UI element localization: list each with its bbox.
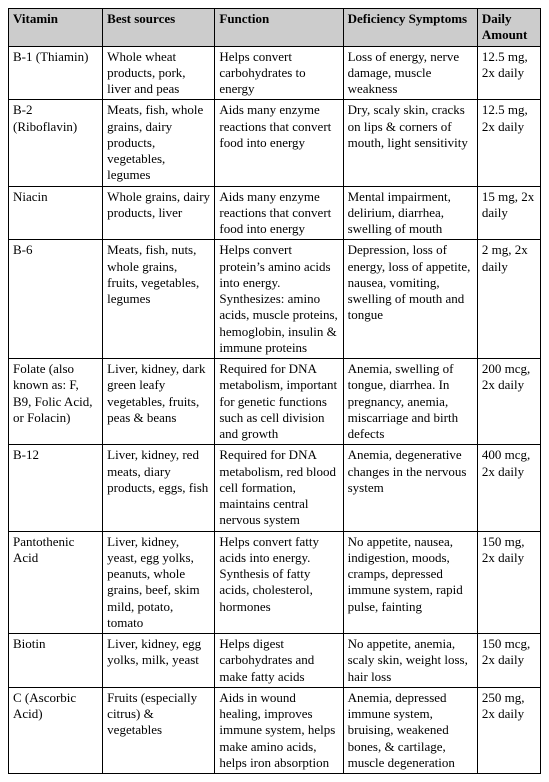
cell-function: Helps convert protein’s amino acids into… (215, 240, 343, 359)
cell-vitamin: B-12 (9, 445, 103, 531)
cell-daily: 400 mcg, 2x daily (477, 445, 540, 531)
cell-function: Required for DNA metabolism, important f… (215, 359, 343, 445)
cell-daily: 250 mg, 2x daily (477, 687, 540, 773)
cell-daily: 15 mg, 2x daily (477, 186, 540, 240)
cell-deficiency: No appetite, nausea, indigestion, moods,… (343, 531, 477, 634)
cell-function: Aids in wound healing, improves immune s… (215, 687, 343, 773)
cell-deficiency: Loss of energy, nerve damage, muscle wea… (343, 46, 477, 100)
cell-sources: Meats, fish, whole grains, dairy product… (103, 100, 215, 186)
column-header: Daily Amount (477, 9, 540, 47)
table-row: BiotinLiver, kidney, egg yolks, milk, ye… (9, 634, 541, 688)
cell-sources: Whole wheat products, pork, liver and pe… (103, 46, 215, 100)
cell-vitamin: C (Ascorbic Acid) (9, 687, 103, 773)
cell-vitamin: B-6 (9, 240, 103, 359)
table-body: B-1 (Thiamin)Whole wheat products, pork,… (9, 46, 541, 774)
cell-daily: 12.5 mg, 2x daily (477, 100, 540, 186)
cell-function: Helps convert fatty acids into energy. S… (215, 531, 343, 634)
cell-vitamin: Biotin (9, 634, 103, 688)
cell-deficiency: Mental impairment, delirium, diarrhea, s… (343, 186, 477, 240)
column-header: Best sources (103, 9, 215, 47)
vitamin-table: VitaminBest sourcesFunctionDeficiency Sy… (8, 8, 541, 774)
cell-deficiency: Anemia, depressed immune system, bruisin… (343, 687, 477, 773)
cell-function: Aids many enzyme reactions that convert … (215, 186, 343, 240)
cell-vitamin: B-1 (Thiamin) (9, 46, 103, 100)
cell-daily: 200 mcg, 2x daily (477, 359, 540, 445)
cell-sources: Meats, fish, nuts, whole grains, fruits,… (103, 240, 215, 359)
cell-deficiency: Anemia, swelling of tongue, diarrhea. In… (343, 359, 477, 445)
cell-daily: 2 mg, 2x daily (477, 240, 540, 359)
column-header: Function (215, 9, 343, 47)
table-row: B-2 (Riboflavin)Meats, fish, whole grain… (9, 100, 541, 186)
cell-sources: Fruits (especially citrus) & vegetables (103, 687, 215, 773)
cell-deficiency: Dry, scaly skin, cracks on lips & corner… (343, 100, 477, 186)
cell-daily: 12.5 mg, 2x daily (477, 46, 540, 100)
table-header: VitaminBest sourcesFunctionDeficiency Sy… (9, 9, 541, 47)
table-row: C (Ascorbic Acid)Fruits (especially citr… (9, 687, 541, 773)
column-header: Vitamin (9, 9, 103, 47)
table-row: B-12Liver, kidney, red meats, diary prod… (9, 445, 541, 531)
cell-sources: Liver, kidney, red meats, diary products… (103, 445, 215, 531)
column-header: Deficiency Symptoms (343, 9, 477, 47)
table-row: B-6Meats, fish, nuts, whole grains, frui… (9, 240, 541, 359)
cell-deficiency: No appetite, anemia, scaly skin, weight … (343, 634, 477, 688)
cell-sources: Liver, kidney, yeast, egg yolks, peanuts… (103, 531, 215, 634)
cell-function: Helps digest carbohydrates and make fatt… (215, 634, 343, 688)
table-row: NiacinWhole grains, dairy products, live… (9, 186, 541, 240)
cell-sources: Whole grains, dairy products, liver (103, 186, 215, 240)
cell-vitamin: Pantothenic Acid (9, 531, 103, 634)
cell-deficiency: Depression, loss of energy, loss of appe… (343, 240, 477, 359)
table-row: B-1 (Thiamin)Whole wheat products, pork,… (9, 46, 541, 100)
cell-function: Aids many enzyme reactions that convert … (215, 100, 343, 186)
cell-vitamin: Niacin (9, 186, 103, 240)
cell-vitamin: Folate (also known as: F, B9, Folic Acid… (9, 359, 103, 445)
cell-vitamin: B-2 (Riboflavin) (9, 100, 103, 186)
cell-function: Helps convert carbohydrates to energy (215, 46, 343, 100)
cell-sources: Liver, kidney, egg yolks, milk, yeast (103, 634, 215, 688)
cell-daily: 150 mg, 2x daily (477, 531, 540, 634)
table-row: Folate (also known as: F, B9, Folic Acid… (9, 359, 541, 445)
cell-daily: 150 mcg, 2x daily (477, 634, 540, 688)
cell-function: Required for DNA metabolism, red blood c… (215, 445, 343, 531)
table-row: Pantothenic AcidLiver, kidney, yeast, eg… (9, 531, 541, 634)
cell-sources: Liver, kidney, dark green leafy vegetabl… (103, 359, 215, 445)
cell-deficiency: Anemia, degenerative changes in the nerv… (343, 445, 477, 531)
